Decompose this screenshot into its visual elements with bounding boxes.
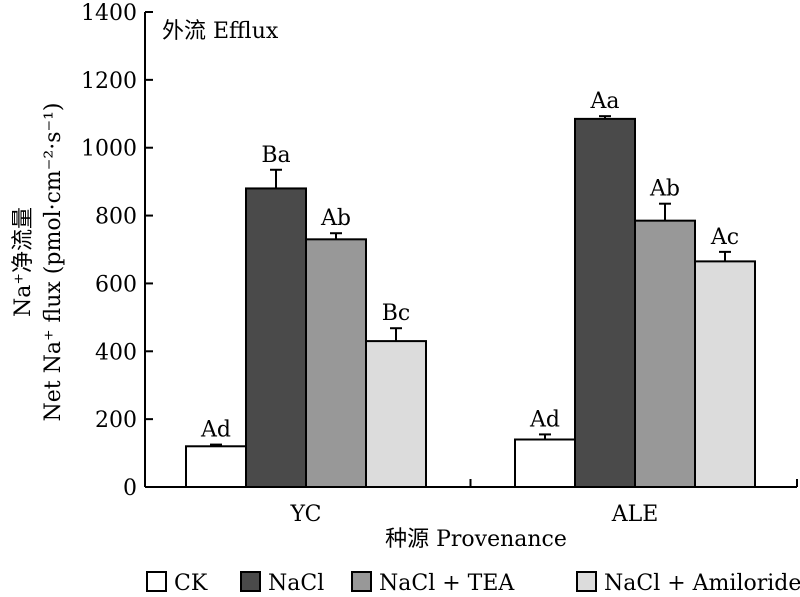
legend-swatch bbox=[576, 571, 597, 592]
data-label: Ba bbox=[261, 143, 290, 168]
y-axis-label-line1: Na⁺净流量 bbox=[11, 207, 36, 317]
bar bbox=[365, 340, 427, 488]
x-tick-label: ALE bbox=[611, 502, 659, 527]
legend-swatch bbox=[146, 571, 167, 592]
bar bbox=[574, 117, 636, 488]
bar bbox=[634, 219, 696, 489]
y-tick-label: 1400 bbox=[81, 1, 137, 26]
y-tick-label: 200 bbox=[95, 408, 137, 433]
y-tick-label: 1200 bbox=[81, 69, 137, 94]
legend-swatch bbox=[351, 571, 372, 592]
data-label: Ab bbox=[649, 177, 680, 202]
bar bbox=[514, 438, 576, 488]
legend-label: NaCl + TEA bbox=[379, 571, 515, 596]
y-tick-label: 600 bbox=[95, 272, 137, 297]
x-axis-label: 种源 Provenance bbox=[385, 527, 567, 552]
x-tick-label: YC bbox=[290, 502, 322, 527]
legend-label: CK bbox=[174, 571, 208, 596]
bar bbox=[694, 260, 756, 488]
data-label: Ab bbox=[320, 206, 351, 231]
data-label: Bc bbox=[382, 301, 411, 326]
data-label: Ad bbox=[529, 407, 560, 432]
bar bbox=[245, 187, 307, 489]
y-tick-label: 400 bbox=[95, 340, 137, 365]
bar bbox=[185, 445, 247, 488]
y-axis-label-line2: Net Na⁺ flux (pmol·cm⁻²·s⁻¹) bbox=[41, 102, 66, 421]
data-label: Ac bbox=[710, 225, 739, 250]
legend-swatch bbox=[240, 571, 261, 592]
legend-label: NaCl bbox=[268, 571, 324, 596]
bar bbox=[305, 238, 367, 488]
y-tick-label: 0 bbox=[123, 476, 137, 501]
legend: CK NaCl NaCl + TEA NaCl + Amiloride bbox=[146, 571, 800, 596]
data-label: Ad bbox=[200, 418, 231, 443]
chart-annotation: 外流 Efflux bbox=[162, 19, 279, 44]
y-tick-label: 800 bbox=[95, 205, 137, 230]
plot-area: 0 200 400 600 800 1000 1200 1400 YC ALE Ad Ba Ab Bc Ad… bbox=[81, 1, 798, 527]
data-label: Aa bbox=[589, 89, 619, 114]
legend-label: NaCl + Amiloride bbox=[604, 571, 800, 596]
y-tick-label: 1000 bbox=[81, 137, 137, 162]
